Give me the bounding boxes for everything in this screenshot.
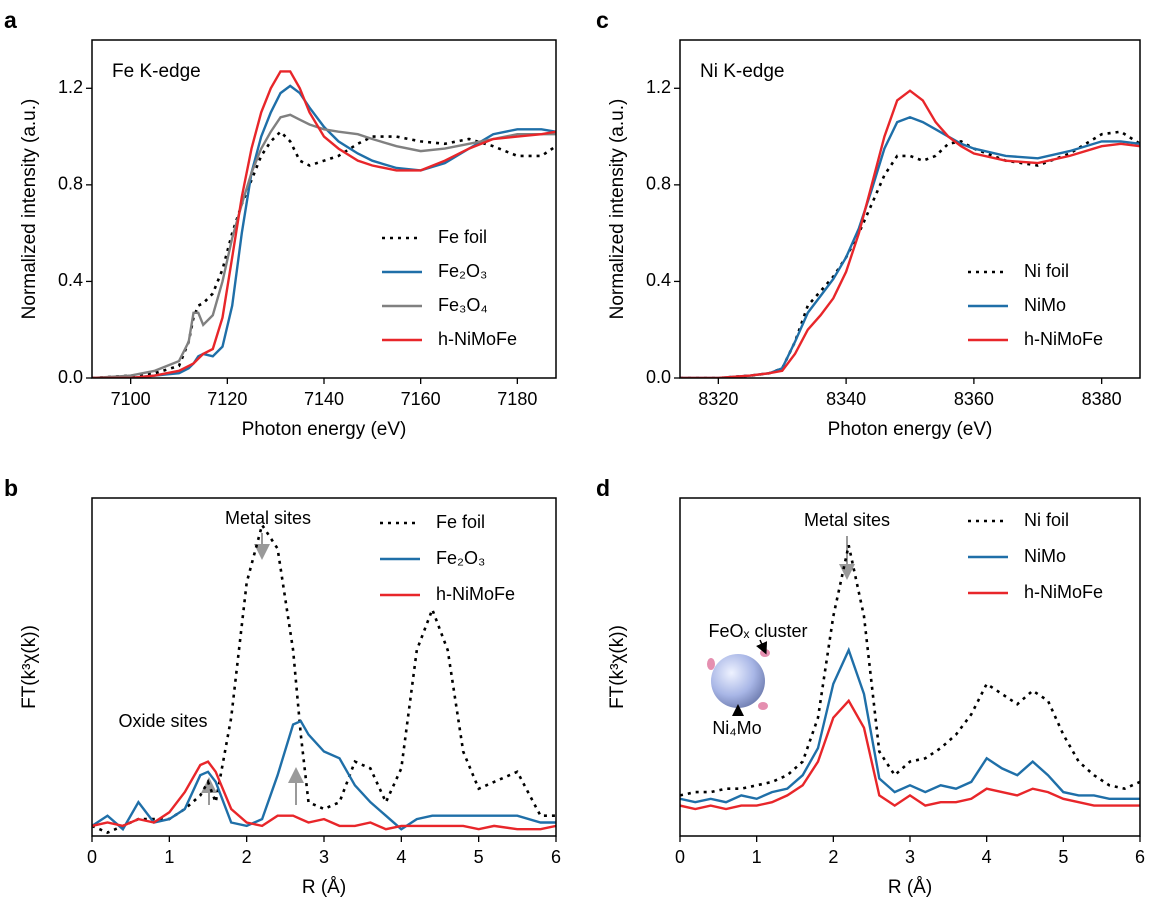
x-tick-label: 4 <box>982 847 992 867</box>
annotation: Ni₄Mo <box>712 718 761 738</box>
legend-label: Fe foil <box>436 512 485 532</box>
cluster-icon <box>707 658 715 670</box>
legend-label: Fe₂O₃ <box>438 261 487 281</box>
x-axis-label: R (Å) <box>302 877 346 898</box>
cluster-icon <box>758 702 768 710</box>
x-tick-label: 6 <box>1135 847 1145 867</box>
x-tick-label: 0 <box>87 847 97 867</box>
y-axis-label: FT(k³χ(k)) <box>607 625 628 709</box>
arrow <box>756 639 768 655</box>
plot-frame <box>679 39 1141 379</box>
x-tick-label: 7160 <box>401 389 441 409</box>
panel-title: Fe K-edge <box>112 61 201 82</box>
series-line <box>92 70 556 378</box>
series-line <box>680 646 1140 804</box>
x-tick-label: 6 <box>551 847 561 867</box>
panel-label: c <box>596 7 609 33</box>
x-tick-label: 3 <box>905 847 915 867</box>
legend-label: Fe foil <box>438 227 487 247</box>
x-tick-label: 4 <box>396 847 406 867</box>
x-axis-label: R (Å) <box>888 877 932 898</box>
x-tick-label: 1 <box>164 847 174 867</box>
legend-label: h-NiMoFe <box>1024 329 1103 349</box>
y-axis-label: Normalized intensity (a.u.) <box>19 99 40 320</box>
x-tick-label: 8360 <box>954 389 994 409</box>
x-tick-label: 5 <box>1058 847 1068 867</box>
series-line <box>680 116 1140 378</box>
legend-label: NiMo <box>1024 295 1066 315</box>
panel-label: d <box>596 475 610 501</box>
x-tick-label: 7100 <box>111 389 151 409</box>
series-line <box>680 89 1140 378</box>
y-tick-label: 0.4 <box>58 270 83 290</box>
decor <box>201 533 855 805</box>
annotation: FeOₓ cluster <box>709 621 808 641</box>
x-axis-label: Photon energy (eV) <box>828 419 993 440</box>
legend-label: Fe₃O₄ <box>438 295 488 315</box>
x-tick-label: 7120 <box>207 389 247 409</box>
legend-label: h-NiMoFe <box>436 584 515 604</box>
legend-label: h-NiMoFe <box>1024 582 1103 602</box>
cluster-icon <box>760 649 770 657</box>
y-tick-label: 0.8 <box>58 174 83 194</box>
y-tick-label: 1.2 <box>646 77 671 97</box>
x-tick-label: 7180 <box>497 389 537 409</box>
series-line <box>92 521 556 835</box>
x-tick-label: 8380 <box>1082 389 1122 409</box>
annotation: Metal sites <box>804 510 890 530</box>
series-line <box>680 698 1140 811</box>
series-line <box>92 113 556 378</box>
x-tick-label: 0 <box>675 847 685 867</box>
series-line <box>92 760 556 831</box>
annotation: Metal sites <box>225 508 311 528</box>
legend-label: NiMo <box>1024 546 1066 566</box>
x-axis-label: Photon energy (eV) <box>242 419 407 440</box>
particle-icon <box>711 654 765 708</box>
y-tick-label: 1.2 <box>58 77 83 97</box>
y-tick-label: 0.0 <box>58 367 83 387</box>
x-tick-label: 3 <box>319 847 329 867</box>
legend-label: Ni foil <box>1024 510 1069 530</box>
y-axis-label: FT(k³χ(k)) <box>19 625 40 709</box>
x-tick-label: 8320 <box>698 389 738 409</box>
x-tick-label: 2 <box>828 847 838 867</box>
x-tick-label: 1 <box>752 847 762 867</box>
legend-label: Fe₂O₃ <box>436 548 485 568</box>
panel-label: a <box>4 7 17 33</box>
legend-label: h-NiMoFe <box>438 329 517 349</box>
y-tick-label: 0.8 <box>646 174 671 194</box>
panel-title: Ni K-edge <box>700 61 785 82</box>
annotation: Oxide sites <box>118 711 207 731</box>
series-line <box>680 545 1140 797</box>
x-tick-label: 7140 <box>304 389 344 409</box>
plot-frame <box>91 39 557 379</box>
x-tick-label: 8340 <box>826 389 866 409</box>
panel-label: b <box>4 475 18 501</box>
x-tick-label: 5 <box>474 847 484 867</box>
y-tick-label: 0.4 <box>646 270 671 290</box>
y-tick-label: 0.0 <box>646 367 671 387</box>
y-axis-label: Normalized intensity (a.u.) <box>607 99 628 320</box>
series-line <box>92 719 556 832</box>
legend-label: Ni foil <box>1024 261 1069 281</box>
x-tick-label: 2 <box>242 847 252 867</box>
